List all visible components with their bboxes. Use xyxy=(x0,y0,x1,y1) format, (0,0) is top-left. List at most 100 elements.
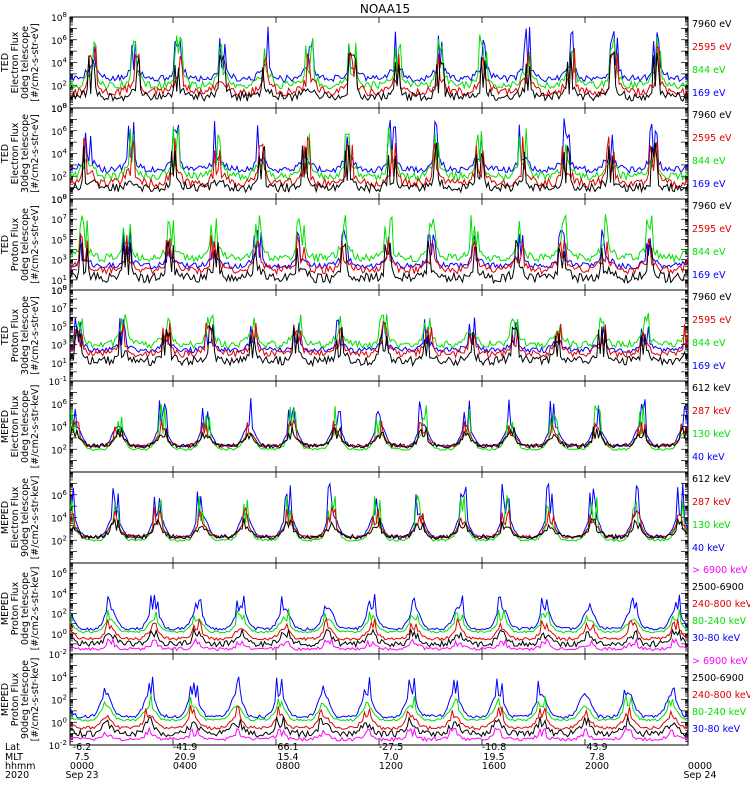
figure-title: NOAA15 xyxy=(360,2,410,16)
legend-entry: 612 keV xyxy=(692,383,731,394)
y-tick-label: 106 xyxy=(51,398,67,411)
legend-entry: 80-240 keV xyxy=(692,707,747,718)
legend-entry: 2500-6900 xyxy=(692,582,744,593)
chart-panel-8: 10-2 100 102 104 MEPEDProton Flux90deg teles… xyxy=(0,653,750,752)
series-line xyxy=(70,617,688,642)
y-tick-label: 104 xyxy=(51,148,67,161)
legend-entry: 844 eV xyxy=(692,247,726,258)
series-line xyxy=(70,52,688,103)
footer-cell: 19.5 xyxy=(483,752,504,763)
panel-data xyxy=(70,593,688,652)
footer-cell: 7.8 xyxy=(589,752,604,763)
y-tick-label: 102 xyxy=(51,608,67,621)
series-line xyxy=(70,125,688,182)
series-line xyxy=(70,627,688,649)
y-tick-label: 101 xyxy=(51,274,67,287)
y-tick-label: 104 xyxy=(51,587,67,600)
legend-entry: 169 eV xyxy=(692,361,726,372)
y-axis-label: MEPEDElectron Flux90deg telescope[#/cm2-… xyxy=(0,476,41,560)
legend-entry: 240-800 keV xyxy=(692,599,750,610)
y-tick-label: 104 xyxy=(51,57,67,70)
series-line xyxy=(70,239,688,285)
y-tick-label: 109 xyxy=(51,193,67,206)
y-tick-label: 102 xyxy=(51,443,67,456)
y-tick-label: 10-1 xyxy=(49,375,67,388)
series-line xyxy=(70,517,688,541)
y-tick-label: 106 xyxy=(51,567,67,580)
series-line xyxy=(70,705,688,731)
footer-cell: 43.9 xyxy=(586,742,607,753)
y-tick-label: 108 xyxy=(51,11,67,24)
series-line xyxy=(70,593,688,631)
footer-cell: 7.5 xyxy=(74,752,89,763)
legend-entry: 130 keV xyxy=(692,429,731,440)
legend-entry: 844 eV xyxy=(692,65,726,76)
series-line xyxy=(70,34,688,91)
legend-entry: 80-240 keV xyxy=(692,616,747,627)
footer-cell: 1200 xyxy=(379,761,403,772)
series-line xyxy=(70,142,688,194)
legend-entry: > 6900 keV xyxy=(692,565,748,576)
legend-entry: 7960 eV xyxy=(692,110,732,121)
y-tick-label: 102 xyxy=(51,694,67,707)
y-tick-label: 102 xyxy=(51,79,67,92)
y-tick-label: 104 xyxy=(51,421,67,434)
legend-entry: 169 eV xyxy=(692,88,726,99)
panel-data xyxy=(70,481,688,543)
series-line xyxy=(70,233,688,276)
footer-cell: 1600 xyxy=(482,761,506,772)
series-line xyxy=(70,506,688,540)
footer-cell: 0800 xyxy=(276,761,300,772)
footer-row-label: 2020 xyxy=(5,770,29,781)
y-axis-label: TEDProton Flux0deg telescope[#/cm2-s-str… xyxy=(0,205,41,284)
chart-panels: 100 102 104 106 108 TEDElectron Flux0deg tele… xyxy=(0,11,750,752)
footer-cell: 0000 xyxy=(688,761,712,772)
footer-cell: -6.2 xyxy=(73,742,92,753)
y-tick-label: 106 xyxy=(51,125,67,138)
legend-entry: 169 eV xyxy=(692,179,726,190)
panel-data xyxy=(70,676,688,743)
legend-entry: > 6900 keV xyxy=(692,656,748,667)
y-axis-label: TEDElectron Flux0deg telescope[#/cm2-s-s… xyxy=(0,23,41,102)
series-line xyxy=(70,398,688,448)
y-tick-label: 105 xyxy=(51,233,67,246)
footer-cell: Sep 24 xyxy=(683,770,716,781)
y-tick-label: 104 xyxy=(51,512,67,525)
legend-entry: 2500-6900 xyxy=(692,673,744,684)
chart-panel-7: 10-2 100 102 104 106 MEPEDProton Flux0deg tel… xyxy=(0,562,750,661)
series-line xyxy=(70,118,688,174)
series-line xyxy=(70,312,688,350)
legend-entry: 169 eV xyxy=(692,270,726,281)
series-line xyxy=(70,726,688,743)
footer-cell: 0000 xyxy=(70,761,94,772)
legend-entry: 287 keV xyxy=(692,406,731,417)
footer-cell: -41.9 xyxy=(173,742,198,753)
series-line xyxy=(70,213,688,264)
y-tick-label: 102 xyxy=(51,534,67,547)
y-tick-label: 100 xyxy=(51,716,67,729)
chart-panel-1: 100 102 104 106 108 TEDElectron Flux0deg tele… xyxy=(0,11,732,115)
series-line xyxy=(70,495,688,543)
y-axis-label: MEPEDProton Flux90deg telescope[#/cm2-s-… xyxy=(0,658,41,742)
y-tick-label: 104 xyxy=(51,671,67,684)
footer-cell: 15.4 xyxy=(277,752,298,763)
chart-panel-6: 102 104 106 MEPEDElectron Flux90deg telesco… xyxy=(0,471,731,564)
footer-cell: -10.8 xyxy=(482,742,507,753)
legend-entry: 7960 eV xyxy=(692,292,732,303)
legend-entry: 2595 eV xyxy=(692,42,732,53)
y-axis-label: TEDElectron Flux30deg telescope[#/cm2-s-… xyxy=(0,114,41,193)
footer-cell: 20.9 xyxy=(174,752,195,763)
y-tick-label: 101 xyxy=(51,357,67,370)
y-axis-label: TEDProton Flux30deg telescope[#/cm2-s-st… xyxy=(0,296,41,375)
y-tick-label: 10-2 xyxy=(49,739,67,752)
panel-data xyxy=(70,118,688,194)
series-line xyxy=(70,676,688,719)
chart-panel-2: 100 102 104 106 108 TEDElectron Flux30deg tel… xyxy=(0,102,732,206)
legend-entry: 287 keV xyxy=(692,497,731,508)
footer-row-label: hhmm xyxy=(5,761,36,772)
legend-entry: 30-80 keV xyxy=(692,633,741,644)
series-line xyxy=(70,229,688,270)
legend-entry: 2595 eV xyxy=(692,315,732,326)
y-tick-label: 108 xyxy=(51,102,67,115)
